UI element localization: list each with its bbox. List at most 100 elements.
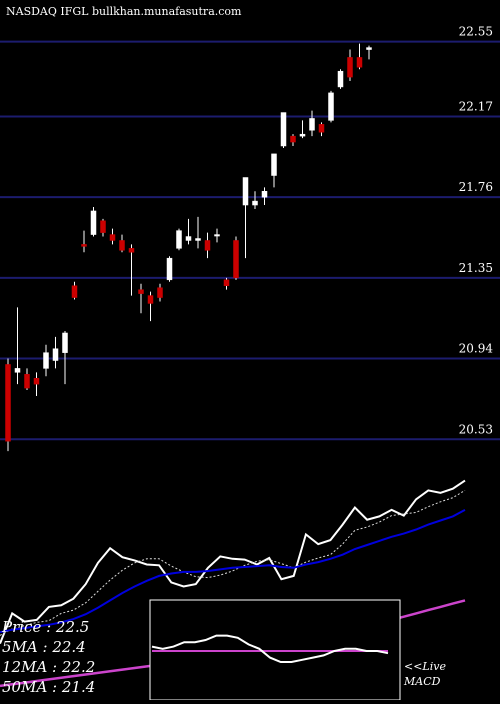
- chart-title: NASDAQ IFGL bullkhan.munafasutra.com: [6, 5, 242, 18]
- candle-body: [128, 248, 135, 253]
- price-grid: [0, 40, 500, 441]
- candle-body: [214, 234, 220, 237]
- candle: [356, 43, 363, 70]
- candle: [24, 368, 30, 391]
- candle: [5, 358, 11, 452]
- candle-body: [176, 230, 182, 249]
- series-line-12ma: [0, 509, 466, 634]
- candle: [252, 191, 258, 209]
- y-tick-label: 22.55: [459, 25, 493, 39]
- candle: [347, 49, 353, 82]
- candle: [337, 69, 344, 89]
- macd-series-macd: [151, 634, 389, 663]
- candle-body: [223, 279, 230, 286]
- candle: [71, 281, 78, 300]
- candle: [214, 228, 220, 243]
- candle: [147, 291, 154, 322]
- y-tick-label: 20.94: [459, 342, 494, 356]
- macd-label-live: <<Live: [404, 660, 446, 673]
- candle: [14, 307, 21, 385]
- candle: [233, 236, 239, 280]
- candle: [309, 110, 315, 137]
- candle-body: [290, 135, 296, 143]
- candle-body: [299, 133, 306, 137]
- series-line-price: [0, 479, 466, 644]
- series-line-5ma: [0, 489, 466, 636]
- candle: [318, 122, 325, 137]
- legend-entry: 12MA : 22.2: [2, 658, 95, 676]
- candle: [128, 244, 135, 296]
- candle-body: [204, 240, 211, 251]
- candle-body: [138, 289, 144, 294]
- candle: [204, 232, 211, 259]
- candle-body: [233, 240, 239, 279]
- candle: [52, 336, 59, 369]
- candle-body: [195, 238, 201, 241]
- candle: [290, 134, 296, 146]
- candle-body: [147, 295, 154, 304]
- y-tick-label: 21.76: [459, 180, 493, 194]
- candle-body: [261, 191, 268, 198]
- candle-body: [280, 112, 287, 147]
- candle-body: [366, 47, 372, 50]
- candle-body: [33, 377, 40, 385]
- candle-body: [43, 352, 49, 369]
- candle-body: [309, 118, 315, 131]
- candle: [33, 372, 40, 396]
- candle: [166, 256, 173, 282]
- candle: [195, 216, 201, 249]
- candle: [119, 234, 125, 253]
- candle: [109, 228, 116, 245]
- candle: [176, 228, 182, 251]
- y-tick-label: 22.17: [459, 99, 493, 113]
- candle-body: [52, 348, 59, 361]
- candle: [366, 45, 372, 60]
- candlestick-series: [5, 43, 372, 452]
- candle-body: [5, 364, 11, 442]
- candle: [62, 331, 68, 385]
- legend-entry: 5MA : 22.4: [2, 638, 86, 656]
- candle-body: [14, 368, 21, 373]
- candle-body: [157, 287, 163, 298]
- candle: [138, 283, 144, 314]
- candle-body: [337, 70, 344, 88]
- candle-body: [252, 200, 258, 206]
- candle: [328, 90, 334, 123]
- candle-body: [100, 220, 106, 233]
- candle: [242, 177, 249, 259]
- candle: [100, 218, 106, 237]
- candle-body: [109, 234, 116, 241]
- candle-body: [166, 257, 173, 281]
- candle: [157, 283, 163, 302]
- candle-body: [71, 285, 78, 298]
- candle-body: [119, 240, 125, 251]
- candle: [280, 112, 287, 148]
- macd-label-macd: MACD: [403, 675, 441, 688]
- price-axis-ticks: 22.55 22.17 21.76 21.35 20.94 20.53: [459, 25, 494, 437]
- candle-body: [24, 374, 30, 389]
- legend-entry: 50MA : 21.4: [2, 678, 95, 696]
- macd-lines: [151, 634, 389, 663]
- candle-body: [347, 57, 353, 78]
- candle-body: [90, 210, 97, 235]
- candle-body: [318, 124, 325, 133]
- candle: [271, 153, 277, 188]
- candle: [90, 207, 97, 237]
- candle: [43, 344, 49, 377]
- ma-legend: Price : 22.5 5MA : 22.4 12MA : 22.2 50MA : …: [1, 618, 95, 696]
- candle-body: [62, 332, 68, 353]
- y-tick-label: 20.53: [459, 422, 493, 436]
- candle: [299, 120, 306, 139]
- candle: [185, 218, 192, 245]
- legend-entry: Price : 22.5: [1, 618, 89, 636]
- candle-body: [271, 153, 277, 176]
- candle-body: [328, 92, 334, 121]
- y-tick-label: 21.35: [459, 261, 493, 275]
- candle-body: [242, 177, 249, 206]
- candle: [81, 230, 87, 253]
- candle-body: [356, 57, 363, 68]
- candle: [223, 277, 230, 290]
